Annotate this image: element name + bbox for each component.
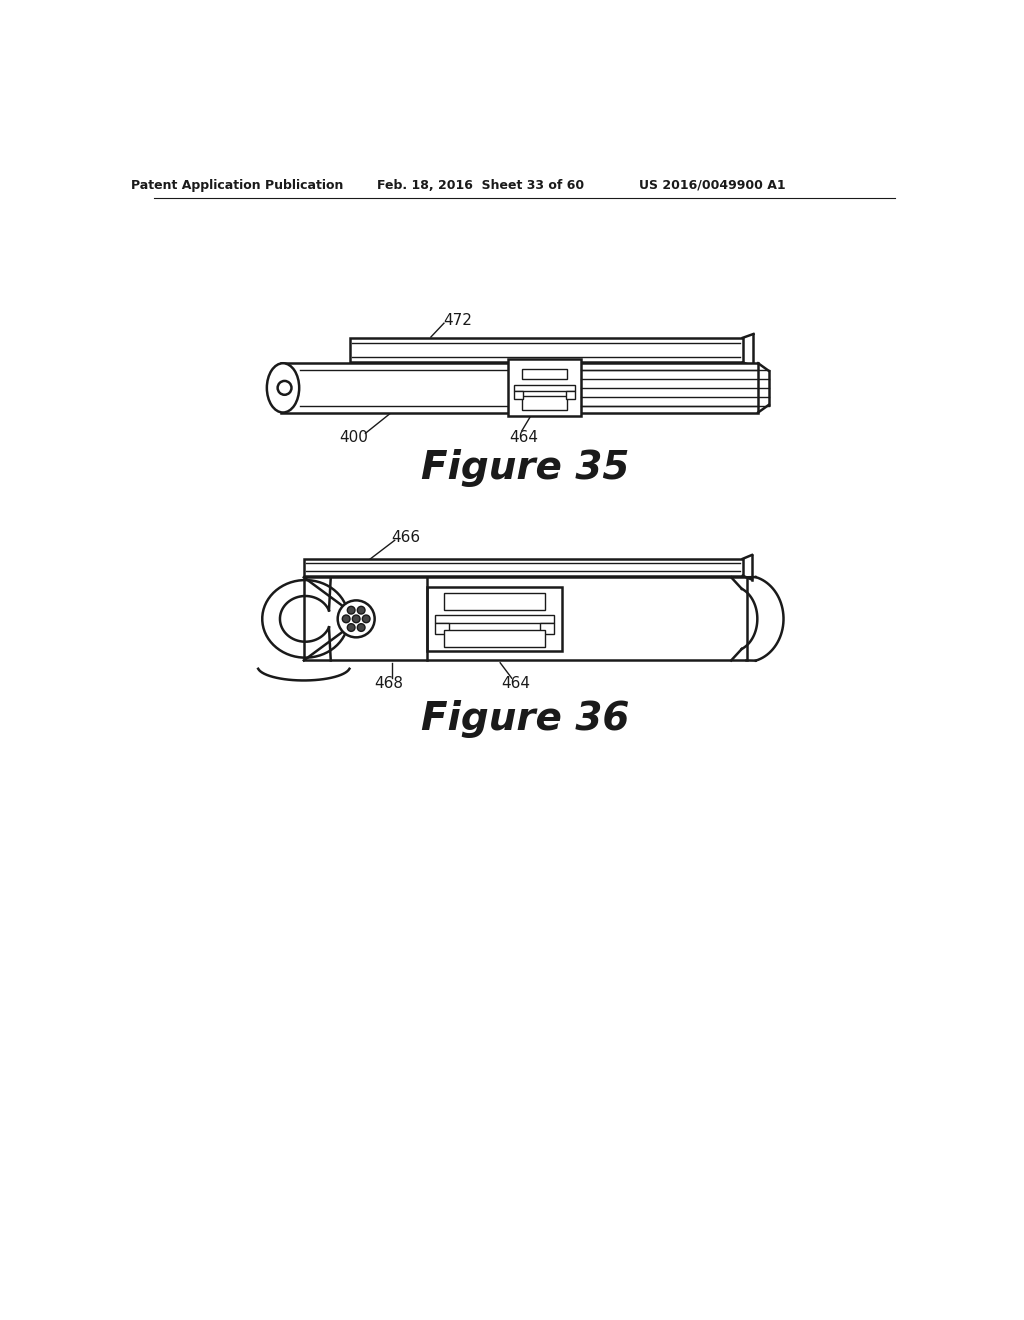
Text: Figure 35: Figure 35 bbox=[421, 449, 629, 487]
Text: 400: 400 bbox=[339, 429, 369, 445]
Bar bbox=[541, 623, 554, 635]
Bar bbox=[514, 385, 574, 391]
Bar bbox=[435, 615, 554, 623]
Text: 472: 472 bbox=[443, 313, 472, 327]
Text: Feb. 18, 2016  Sheet 33 of 60: Feb. 18, 2016 Sheet 33 of 60 bbox=[378, 178, 585, 191]
Bar bbox=[304, 577, 746, 660]
Bar bbox=[508, 359, 581, 416]
Text: 466: 466 bbox=[391, 529, 421, 545]
Text: Patent Application Publication: Patent Application Publication bbox=[131, 178, 343, 191]
Text: 464: 464 bbox=[501, 676, 530, 692]
Bar bbox=[521, 396, 567, 411]
Circle shape bbox=[357, 606, 365, 614]
Circle shape bbox=[362, 615, 370, 623]
Circle shape bbox=[347, 606, 355, 614]
Bar bbox=[444, 630, 545, 647]
Bar bbox=[521, 368, 567, 379]
Circle shape bbox=[278, 381, 292, 395]
Text: US 2016/0049900 A1: US 2016/0049900 A1 bbox=[639, 178, 785, 191]
Circle shape bbox=[352, 615, 360, 623]
Circle shape bbox=[338, 601, 375, 638]
Circle shape bbox=[357, 623, 365, 631]
Bar bbox=[444, 593, 545, 610]
Bar bbox=[427, 586, 562, 651]
Circle shape bbox=[347, 623, 355, 631]
Bar bbox=[281, 363, 758, 412]
Text: Figure 36: Figure 36 bbox=[421, 700, 629, 738]
Bar bbox=[350, 338, 742, 363]
Bar bbox=[565, 391, 574, 399]
Bar bbox=[304, 558, 742, 576]
Ellipse shape bbox=[267, 363, 299, 413]
Text: 468: 468 bbox=[374, 676, 403, 692]
Bar bbox=[435, 623, 449, 635]
Circle shape bbox=[342, 615, 350, 623]
Bar bbox=[514, 391, 523, 399]
Text: 464: 464 bbox=[509, 429, 538, 445]
